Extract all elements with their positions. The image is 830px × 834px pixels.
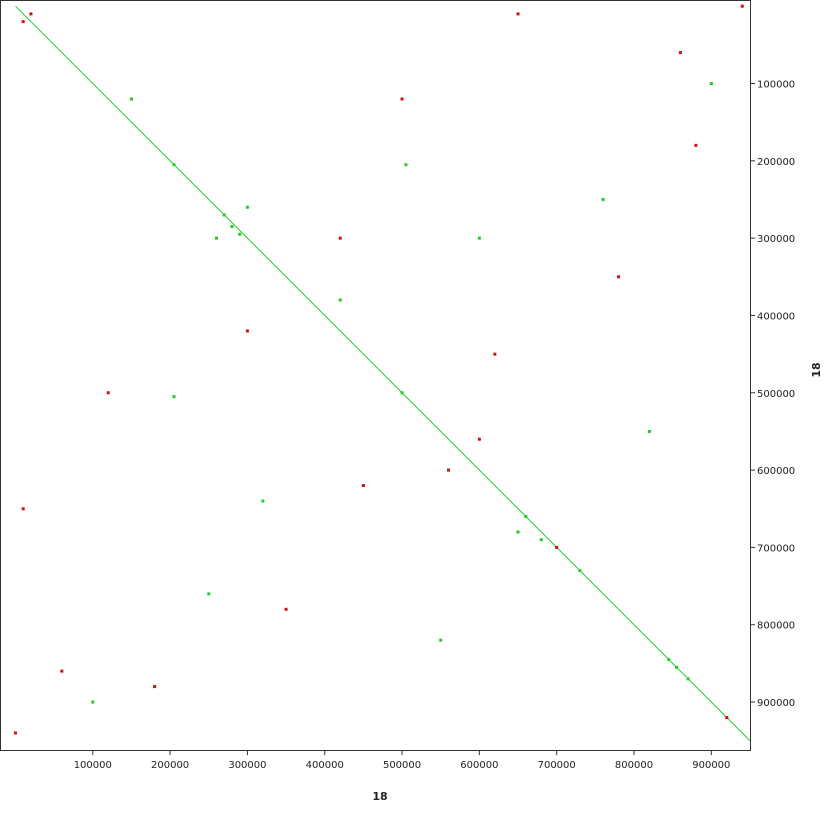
x-tick-label: 200000 <box>151 760 189 771</box>
dot <box>725 716 729 720</box>
y-axis-label: 18 <box>810 362 823 377</box>
dot <box>667 658 671 662</box>
dot <box>516 12 520 16</box>
dot <box>91 700 95 704</box>
x-tick-label: 900000 <box>692 760 730 771</box>
x-axis-label: 18 <box>372 790 387 803</box>
x-tick-label: 500000 <box>383 760 421 771</box>
dot <box>647 429 651 433</box>
dot <box>439 638 443 642</box>
dot <box>675 665 679 669</box>
dot <box>578 569 582 573</box>
dot <box>555 545 559 549</box>
dot <box>361 484 365 488</box>
dot <box>516 530 520 534</box>
x-tick-label: 400000 <box>306 760 344 771</box>
dot <box>446 468 450 472</box>
dot <box>245 205 249 209</box>
dot <box>400 391 404 395</box>
dot <box>129 97 133 101</box>
dot <box>477 236 481 240</box>
x-tick-label: 800000 <box>615 760 653 771</box>
dot <box>29 12 33 16</box>
y-tick-label: 400000 <box>757 311 795 322</box>
dot <box>172 395 176 399</box>
dot <box>477 437 481 441</box>
plot-frame <box>0 0 751 751</box>
diagonal-line <box>15 5 751 742</box>
y-tick-label: 600000 <box>757 466 795 477</box>
dot <box>601 197 605 201</box>
y-tick-label: 800000 <box>757 621 795 632</box>
dot <box>172 163 176 167</box>
dot <box>153 685 157 689</box>
dot <box>106 391 110 395</box>
y-tick-label: 500000 <box>757 389 795 400</box>
dot <box>709 82 713 86</box>
dot <box>245 329 249 333</box>
dot <box>222 213 226 217</box>
y-tick-label: 700000 <box>757 543 795 554</box>
dot <box>338 298 342 302</box>
y-tick-label: 900000 <box>757 698 795 709</box>
dot <box>230 225 234 229</box>
dot <box>678 51 682 55</box>
x-tick-label: 100000 <box>74 760 112 771</box>
y-tick-label: 100000 <box>757 80 795 91</box>
dot <box>238 232 242 236</box>
y-tick-label: 300000 <box>757 234 795 245</box>
dot <box>686 677 690 681</box>
dot <box>740 4 744 8</box>
dot <box>524 514 528 518</box>
dot <box>13 731 17 735</box>
dot <box>60 669 64 673</box>
dot <box>284 607 288 611</box>
dot <box>404 163 408 167</box>
dot <box>493 352 497 356</box>
dot <box>261 499 265 503</box>
dot <box>617 275 621 279</box>
x-tick-label: 300000 <box>228 760 266 771</box>
x-tick-label: 600000 <box>460 760 498 771</box>
dot <box>214 236 218 240</box>
y-tick-label: 200000 <box>757 157 795 168</box>
dot <box>21 507 25 511</box>
dot <box>694 143 698 147</box>
dot <box>400 97 404 101</box>
dot <box>207 592 211 596</box>
dot <box>539 538 543 542</box>
x-tick-label: 700000 <box>538 760 576 771</box>
dot <box>338 236 342 240</box>
dot <box>21 20 25 24</box>
